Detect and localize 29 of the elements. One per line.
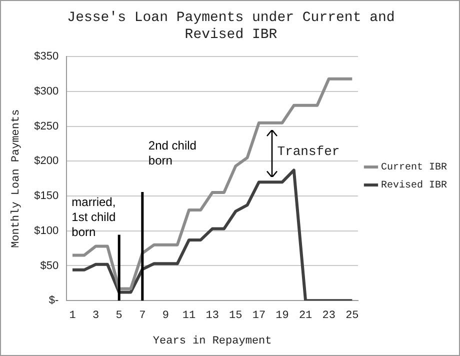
x-tick-label: 23 — [322, 310, 336, 322]
x-tick-label: 11 — [182, 310, 196, 322]
y-tick-label: $- — [48, 294, 60, 307]
y-tick-label: $350 — [34, 50, 59, 63]
ref-line-label: 2nd child born — [148, 138, 196, 168]
y-tick-label: $250 — [34, 120, 59, 132]
y-axis-title: Monthly Loan Payments — [10, 109, 23, 248]
x-tick-label: 9 — [162, 310, 170, 322]
legend-label: Current IBR — [380, 162, 448, 174]
x-tick-label: 7 — [139, 310, 146, 322]
x-tick-label: 17 — [252, 310, 266, 322]
x-tick-label: 5 — [116, 310, 122, 322]
x-tick-label: 3 — [92, 310, 100, 322]
x-tick-label: 19 — [276, 310, 289, 322]
x-tick-label: 21 — [298, 310, 313, 322]
x-tick-label: 15 — [229, 310, 242, 322]
y-tick-label: $150 — [34, 190, 59, 202]
y-tick-label: $50 — [40, 260, 59, 272]
chart-title: Jesse's Loan Payments under Current and Revised IBR — [67, 10, 395, 43]
x-tick-label: 25 — [346, 310, 359, 322]
legend-label: Revised IBR — [380, 180, 448, 192]
x-tick-label: 1 — [69, 310, 76, 322]
y-tick-label: $100 — [34, 224, 59, 237]
y-tick-label: $200 — [34, 155, 59, 168]
y-tick-label: $300 — [34, 85, 59, 98]
x-axis-title: Years in Repayment — [152, 335, 272, 348]
ref-line-label: married, 1st child born — [72, 195, 116, 240]
x-tick-label: 13 — [206, 310, 219, 322]
annotation: Transfer — [277, 144, 340, 160]
